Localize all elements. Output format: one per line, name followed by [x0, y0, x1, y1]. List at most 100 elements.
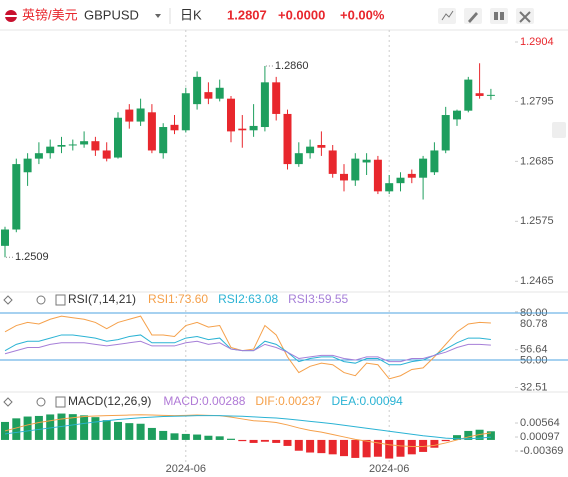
y-tick-label: 1.2904 [520, 36, 554, 48]
y-tick-label: 0.00564 [520, 417, 560, 429]
macd-bar [12, 418, 21, 440]
indicator-icon[interactable] [55, 294, 66, 306]
annotation-label: 1.2509 [15, 251, 49, 263]
flag-stripe [5, 15, 17, 17]
candle-body [351, 158, 360, 181]
candle-body [475, 93, 484, 96]
candle-body [1, 229, 9, 246]
candle-body [34, 153, 43, 159]
candle-body [283, 113, 292, 165]
macd-bar [46, 414, 55, 440]
y-tick-label: 56.64 [520, 344, 548, 356]
candle-body [147, 112, 156, 151]
macd-bar [102, 420, 111, 440]
indicator-line [4, 315, 491, 380]
macd-bar [260, 439, 269, 442]
candle-body [68, 144, 77, 146]
macd-bar [385, 439, 394, 459]
candle-body [227, 98, 235, 132]
macd-bar [227, 438, 235, 440]
tool-button[interactable] [438, 8, 456, 24]
candle-body [373, 159, 382, 192]
macd-bar [91, 417, 100, 440]
settings-icon[interactable] [36, 295, 46, 305]
macd-bar [407, 439, 416, 455]
collapse-icon[interactable] [3, 295, 13, 305]
tool-icon [441, 10, 454, 21]
candle-body [125, 109, 134, 122]
macd-bar [23, 416, 32, 440]
y-tick-label: 1.2465 [520, 275, 554, 287]
macd-bar [170, 433, 179, 440]
macd-bar [396, 439, 405, 457]
macd-bar [80, 415, 89, 440]
period[interactable]: 日K [180, 7, 202, 22]
candle-body [430, 150, 439, 173]
macd-bar [373, 439, 382, 457]
candle-body [91, 141, 100, 151]
dropdown-arrow[interactable] [155, 14, 161, 18]
macd-bar [136, 423, 145, 440]
settings-icon[interactable] [36, 397, 46, 407]
macd-bar [486, 431, 495, 440]
pair-name[interactable]: 英镑/美元 [22, 7, 78, 22]
indicator-icon[interactable] [55, 396, 66, 408]
indicator-title: RSI(7,14,21) [68, 292, 136, 306]
candle-body [407, 173, 416, 178]
candle-body [238, 128, 247, 131]
indicator-title: MACD(12,26,9) [68, 394, 151, 408]
annotation-label: 1.2860 [275, 60, 309, 72]
candle-body [159, 127, 168, 154]
candle-body [328, 150, 337, 174]
candle-body [362, 159, 371, 163]
header: 英镑/美元 GBPUSD 日K 1.2807 +0.0000 +0.00% [5, 7, 566, 138]
macd-line [4, 415, 491, 440]
symbol[interactable]: GBPUSD [84, 7, 139, 22]
legend-entry: MACD:0.00288 [163, 394, 245, 408]
macd-bar [283, 439, 292, 446]
y-tick-label: 0.00097 [520, 431, 560, 443]
candle-body [396, 177, 405, 184]
macd-bar [362, 439, 371, 458]
legend-entry: RSI1:73.60 [148, 292, 208, 306]
candle-body [57, 145, 66, 147]
macd-bar [328, 439, 337, 455]
candle-body [114, 117, 122, 158]
y-tick-label: 1.2575 [520, 215, 554, 227]
candle-body [272, 82, 281, 114]
macd-bar [159, 430, 168, 440]
candle-body [181, 93, 190, 131]
price-change-pct: +0.00% [340, 7, 385, 22]
candle-body [419, 158, 428, 178]
candle-body [170, 124, 179, 131]
macd-bar [430, 439, 439, 448]
macd-bar [193, 434, 202, 440]
macd-bar [340, 439, 348, 457]
macd-bar [453, 435, 461, 440]
macd-bar [181, 433, 190, 440]
price-change: +0.0000 [278, 7, 325, 22]
candle-body [12, 164, 21, 230]
legend-entry: DIF:0.00237 [255, 394, 321, 408]
macd-bar [317, 439, 326, 454]
tool-icon [494, 12, 498, 20]
tool-icon [519, 11, 531, 23]
macd-bar [294, 439, 303, 451]
side-button[interactable] [552, 122, 566, 138]
macd-bar [68, 414, 77, 440]
macd-bar [272, 439, 281, 443]
indicator-line [4, 340, 491, 363]
candle-body [294, 153, 303, 165]
candle-body [204, 92, 213, 99]
last-price: 1.2807 [227, 7, 267, 22]
macd-bar [34, 415, 43, 440]
collapse-icon[interactable] [3, 397, 13, 407]
candle-body [453, 110, 461, 120]
tool-button[interactable] [490, 8, 508, 24]
macd-bar [249, 439, 258, 443]
macd-bar [419, 439, 428, 452]
macd-bar [215, 436, 224, 440]
candle-body [136, 108, 145, 122]
macd-bar [238, 439, 247, 442]
